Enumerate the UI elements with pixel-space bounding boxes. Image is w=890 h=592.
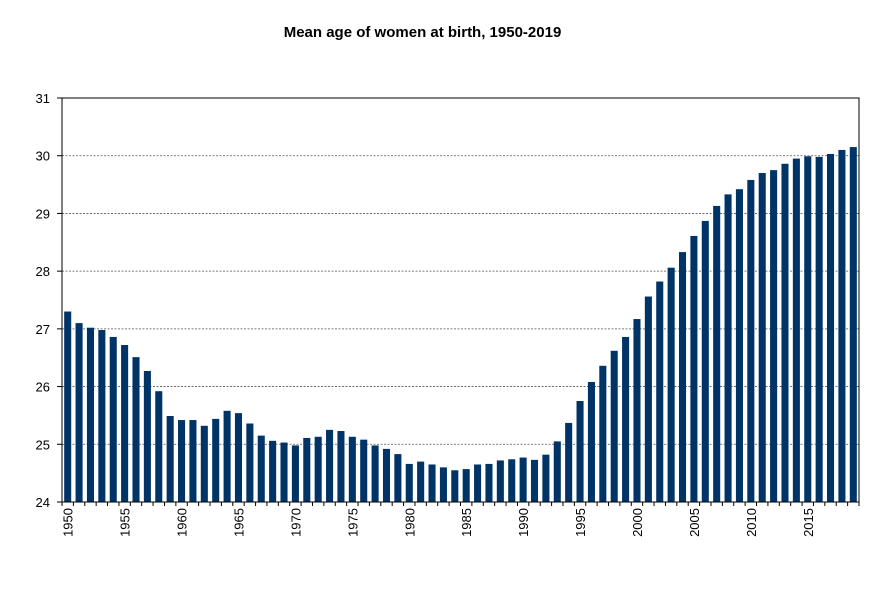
bar [155, 391, 163, 502]
bar [519, 457, 527, 502]
bar [314, 436, 322, 502]
bar [382, 448, 391, 502]
bar [439, 467, 447, 502]
x-tick-labels: 1950 1955 1960 1965 1970 1975 1980 1985 1990 1995… [61, 508, 816, 537]
bar [405, 463, 413, 502]
axes [57, 97, 860, 506]
bar [724, 194, 732, 502]
bar [348, 436, 356, 502]
bar [360, 439, 368, 502]
bar [394, 454, 402, 502]
bar [747, 179, 755, 502]
y-tick-label: 30 [36, 149, 50, 164]
bar [599, 365, 607, 502]
y-tick-label: 28 [36, 264, 50, 279]
bar [303, 437, 311, 502]
y-tick-label: 26 [36, 380, 50, 395]
bar [735, 189, 743, 502]
x-tick-label: 1950 [61, 508, 76, 537]
x-tick-label: 1955 [118, 508, 133, 537]
bar [610, 350, 618, 502]
bar [530, 459, 539, 502]
plot-frame [61, 97, 860, 503]
bar [496, 460, 504, 502]
x-tick-label: 2010 [744, 508, 759, 537]
x-tick-label: 1980 [402, 508, 417, 537]
bar [508, 459, 516, 502]
bar [121, 345, 129, 502]
bar [633, 319, 641, 502]
bar [838, 149, 846, 502]
bar [827, 153, 835, 503]
x-tick-label: 1990 [516, 508, 531, 537]
bar [428, 464, 436, 502]
bar [132, 357, 140, 502]
bar [371, 445, 379, 502]
bar [109, 336, 117, 502]
bar [98, 330, 106, 502]
bar [792, 158, 800, 502]
x-tick-label: 1960 [175, 508, 190, 537]
bar [326, 429, 334, 502]
x-tick-label: 2000 [630, 508, 645, 537]
bar [542, 454, 550, 502]
bar [200, 425, 208, 502]
bar [804, 156, 812, 502]
bar [485, 463, 493, 502]
bar [678, 252, 687, 502]
x-tick-label: 1995 [573, 508, 588, 537]
y-tick-label: 29 [36, 206, 50, 221]
bar [849, 147, 857, 503]
bar [713, 205, 721, 502]
bar [656, 281, 664, 502]
bar [64, 311, 72, 502]
bar [257, 435, 265, 502]
chart-title: Mean age of women at birth, 1950-2019 [283, 24, 562, 41]
bar [291, 445, 299, 502]
bar [667, 267, 675, 502]
bar [690, 235, 698, 503]
bar [770, 170, 778, 502]
x-tick-label: 1975 [345, 508, 360, 537]
bar [576, 401, 584, 502]
bar [462, 469, 470, 502]
bar [246, 423, 254, 502]
y-tick-label: 31 [36, 91, 50, 106]
bar [189, 420, 197, 502]
bar [280, 442, 288, 502]
bar [417, 461, 425, 502]
x-tick-label: 1970 [288, 508, 303, 537]
x-tick-label: 2015 [801, 508, 816, 537]
x-tick-label: 2005 [687, 508, 702, 537]
bar [565, 422, 573, 502]
bar [781, 163, 789, 502]
bar [143, 370, 151, 502]
bar [337, 431, 345, 502]
bar [178, 420, 186, 502]
bar [223, 410, 231, 502]
bar [86, 327, 94, 502]
bar [451, 470, 459, 502]
x-tick-label: 1985 [459, 508, 474, 537]
bar [622, 336, 630, 502]
y-tick-label: 24 [36, 495, 50, 510]
bars [64, 147, 857, 503]
bar [75, 323, 83, 502]
bar [166, 416, 174, 502]
bar [474, 464, 482, 502]
bar [269, 440, 277, 502]
bar [553, 441, 561, 502]
bar [758, 173, 766, 502]
y-tick-labels: 24 25 26 27 28 29 30 31 [36, 91, 50, 510]
y-tick-label: 25 [36, 437, 50, 452]
y-tick-label: 27 [36, 322, 50, 337]
bar [701, 220, 709, 502]
bar [212, 418, 220, 502]
bar [815, 156, 823, 502]
bar [587, 381, 595, 502]
x-tick-label: 1965 [231, 508, 246, 537]
bar [644, 296, 652, 502]
bar [234, 413, 243, 502]
